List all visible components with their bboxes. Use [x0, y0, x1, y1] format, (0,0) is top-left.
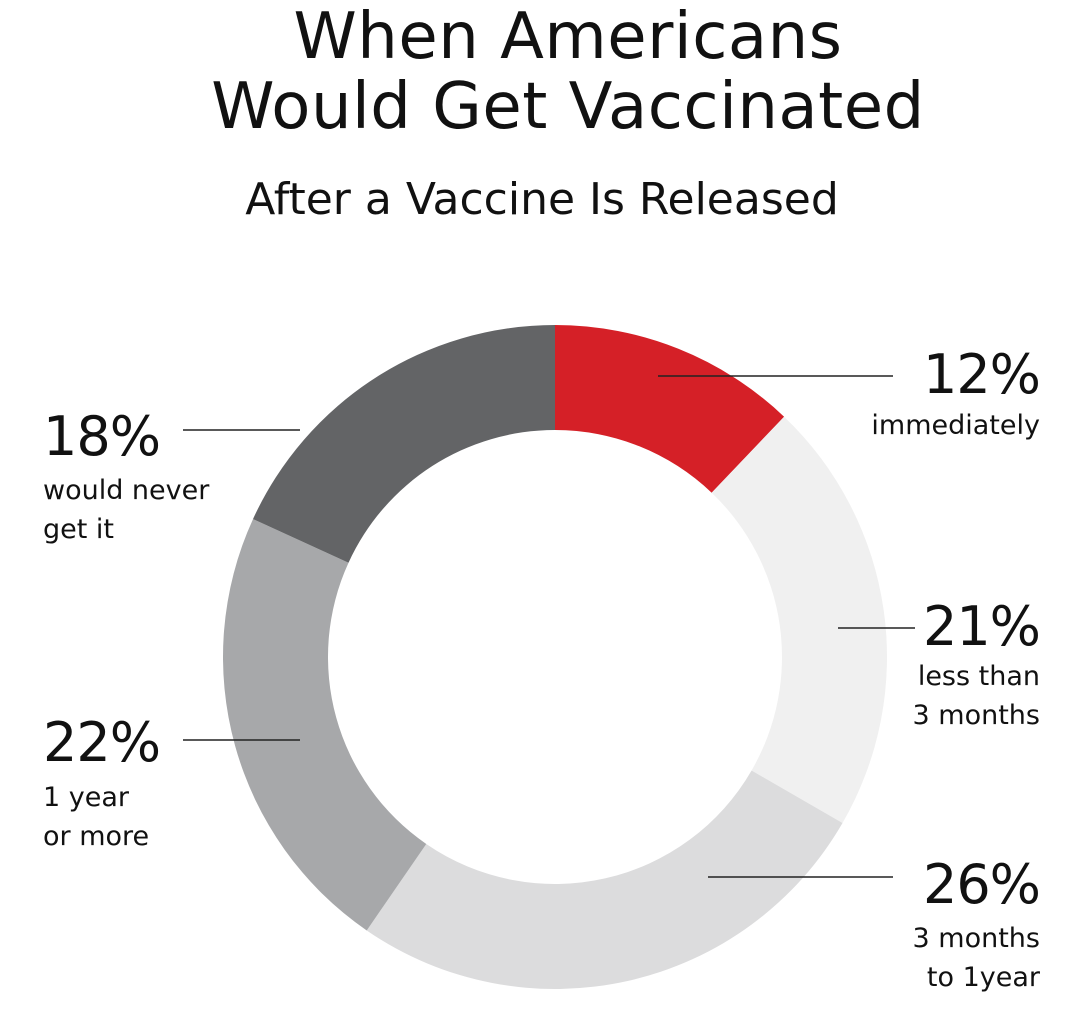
donut-slice: [222, 519, 427, 931]
donut-slice: [555, 325, 785, 493]
chart-title: When Americans Would Get Vaccinated: [211, 0, 925, 144]
category-label: 3 months to 1year: [912, 923, 1040, 993]
category-label: immediately: [871, 410, 1040, 441]
category-label: 1 year or more: [43, 782, 150, 852]
value-label: 12%: [922, 343, 1041, 406]
category-label: less than 3 months: [912, 661, 1040, 731]
category-label: would never get it: [43, 475, 210, 545]
value-label: 22%: [43, 711, 161, 774]
donut-slice: [253, 325, 555, 563]
donut-slice: [711, 416, 887, 823]
chart-subtitle: After a Vaccine Is Released: [245, 174, 839, 225]
value-label: 18%: [43, 405, 161, 468]
value-label: 21%: [922, 595, 1041, 658]
donut-slice: [366, 770, 843, 989]
value-label: 26%: [922, 853, 1041, 916]
